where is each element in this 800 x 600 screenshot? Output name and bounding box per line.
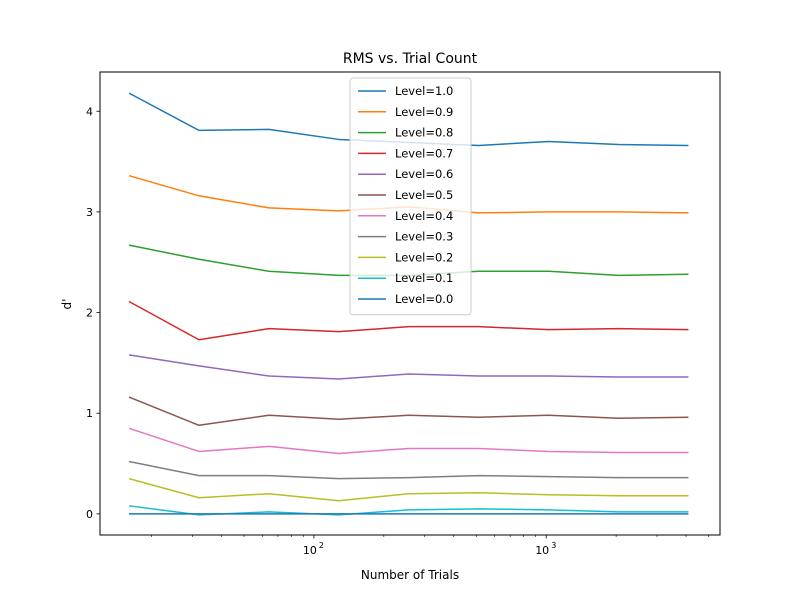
legend-label-7: Level=0.3 (395, 230, 453, 244)
series-line-6 (128, 427, 689, 455)
legend-label-0: Level=1.0 (395, 84, 453, 98)
y-tick-label-0: 0 (86, 508, 93, 521)
legend-label-2: Level=0.8 (395, 126, 453, 140)
legend-label-3: Level=0.7 (395, 146, 453, 160)
y-tick-label-4: 4 (86, 105, 93, 118)
series-line-7 (128, 460, 689, 480)
x-tick-label-1: 10 (535, 544, 549, 557)
plot-frame (99, 71, 721, 536)
y-tick-label-1: 1 (86, 407, 93, 420)
y-tick-label-3: 3 (86, 206, 93, 219)
y-axis-label: d' (60, 299, 74, 310)
series-line-4 (128, 354, 689, 380)
legend-label-4: Level=0.6 (395, 167, 453, 181)
legend-label-1: Level=0.9 (395, 105, 453, 119)
legend-label-6: Level=0.4 (395, 209, 453, 223)
legend-label-9: Level=0.1 (395, 271, 453, 285)
legend-label-5: Level=0.5 (395, 188, 453, 202)
x-axis-label: Number of Trials (361, 568, 459, 582)
legend-label-10: Level=0.0 (395, 292, 453, 306)
y-tick-label-2: 2 (86, 307, 93, 320)
x-tick-exponent-0: 2 (319, 541, 324, 550)
x-tick-exponent-1: 3 (551, 541, 556, 550)
series-line-8 (128, 477, 689, 502)
series-line-3 (128, 300, 689, 341)
legend-box (349, 77, 472, 316)
series-line-5 (128, 396, 689, 427)
legend: Level=1.0 Level=0.9 Level=0.8 Level=0.7 Leve… (349, 77, 472, 316)
x-tick-label-0: 10 (303, 544, 317, 557)
chart-title: RMS vs. Trial Count (343, 51, 478, 67)
legend-label-8: Level=0.2 (395, 250, 453, 264)
